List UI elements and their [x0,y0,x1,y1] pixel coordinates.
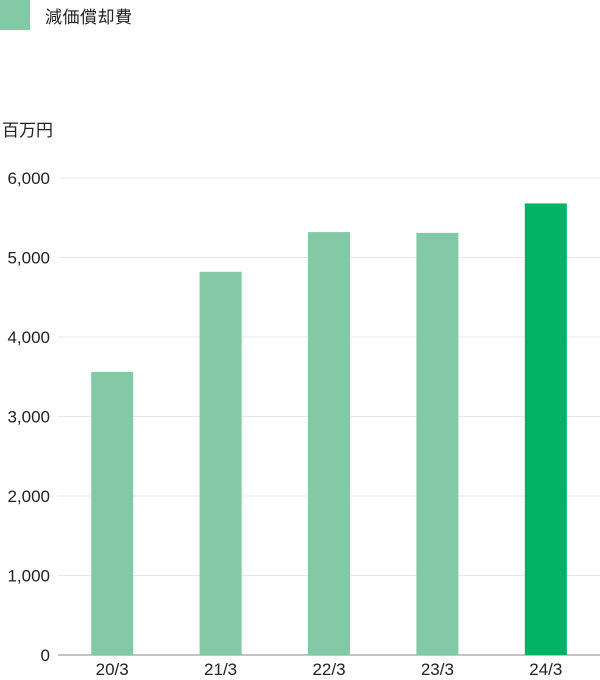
y-tick-label: 6,000 [7,169,50,188]
x-tick-label: 24/3 [529,660,562,679]
y-tick-label: 4,000 [7,328,50,347]
legend-swatch [0,0,30,30]
y-tick-label: 3,000 [7,408,50,427]
legend-label: 減価償却費 [45,7,133,28]
y-tick-label: 5,000 [7,249,50,268]
x-tick-label: 22/3 [312,660,345,679]
x-tick-label: 20/3 [96,660,129,679]
bar [524,203,567,655]
bar [308,232,350,655]
y-tick-label: 2,000 [7,487,50,506]
x-tick-label: 23/3 [421,660,454,679]
unit-label: 百万円 [2,121,53,141]
bar [199,271,242,655]
legend: 減価償却費 [0,0,133,30]
bar [91,371,134,655]
x-tick-label: 21/3 [204,660,237,679]
y-tick-label: 1,000 [7,567,50,586]
y-tick-label: 0 [41,646,50,665]
bar [416,232,459,656]
